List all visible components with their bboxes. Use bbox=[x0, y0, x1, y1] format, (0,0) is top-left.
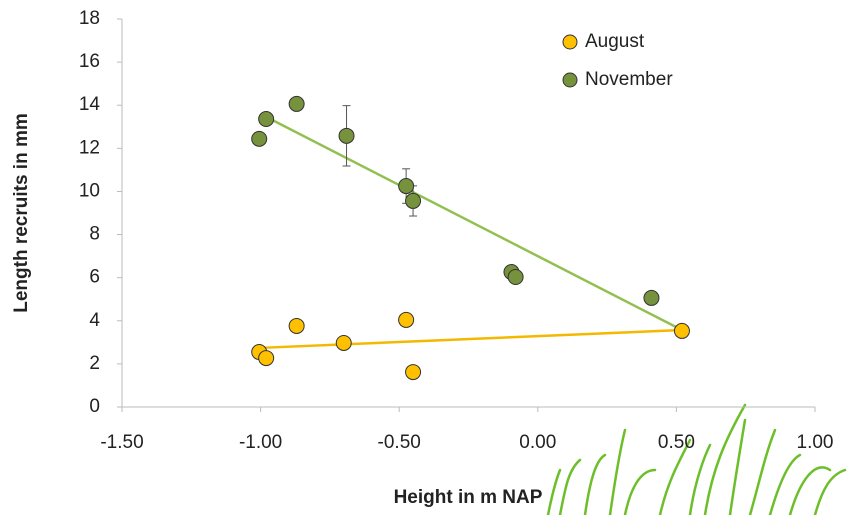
y-tick-label: 18 bbox=[79, 8, 100, 29]
x-tick-label: -1.00 bbox=[239, 432, 282, 453]
point bbox=[674, 323, 689, 338]
chart: Height in m NAP Length recruits in mm 0 2… bbox=[0, 0, 847, 515]
point bbox=[508, 270, 523, 285]
legend-marker bbox=[563, 73, 577, 87]
legend-marker bbox=[563, 35, 577, 49]
point bbox=[406, 193, 421, 208]
y-tick-label: 4 bbox=[89, 310, 100, 331]
point bbox=[399, 179, 414, 194]
point bbox=[289, 96, 304, 111]
point bbox=[259, 112, 274, 127]
point bbox=[252, 131, 267, 146]
grass-decoration bbox=[548, 405, 845, 515]
y-tick-label: 12 bbox=[79, 137, 100, 158]
x-tick-label: 0.00 bbox=[519, 432, 556, 453]
point bbox=[289, 318, 304, 333]
y-tick-label: 6 bbox=[89, 267, 100, 288]
y-tick-label: 2 bbox=[89, 353, 100, 374]
point bbox=[259, 351, 274, 366]
legend-label: August bbox=[585, 31, 645, 52]
trendline bbox=[266, 117, 682, 330]
point bbox=[336, 335, 351, 350]
y-tick-label: 10 bbox=[79, 180, 100, 201]
point bbox=[339, 128, 354, 143]
x-tick-label: 0.50 bbox=[658, 432, 695, 453]
x-axis-title: Height in m NAP bbox=[394, 487, 543, 508]
y-tick-label: 0 bbox=[89, 396, 100, 417]
point bbox=[399, 312, 414, 327]
y-tick-label: 8 bbox=[89, 224, 100, 245]
point bbox=[406, 365, 421, 380]
x-tick-label: 1.00 bbox=[797, 432, 834, 453]
x-tick-label: -1.50 bbox=[100, 432, 143, 453]
y-tick-label: 16 bbox=[79, 51, 100, 72]
y-tick-label: 14 bbox=[79, 94, 101, 115]
point bbox=[644, 290, 659, 305]
x-tick-label: -0.50 bbox=[378, 432, 421, 453]
legend-label: November bbox=[585, 69, 673, 90]
trendline bbox=[259, 330, 682, 348]
y-axis-title: Length recruits in mm bbox=[11, 113, 32, 313]
